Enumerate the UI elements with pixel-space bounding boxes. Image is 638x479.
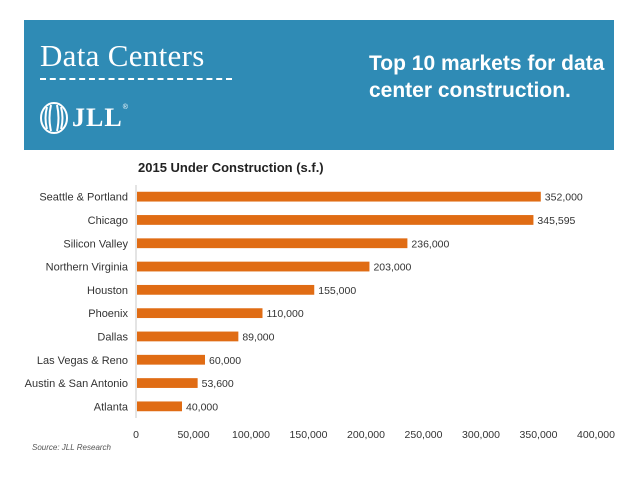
header-banner: Data Centers JLL ® Top 10 markets for da…	[24, 20, 614, 150]
bar	[137, 215, 534, 225]
category-label: Houston	[87, 285, 128, 297]
bar	[137, 284, 315, 295]
bar	[137, 261, 370, 272]
source-note: Source: JLL Research	[32, 443, 112, 452]
data-label: 352,000	[545, 192, 583, 204]
category-label: Northern Virginia	[46, 262, 129, 274]
jll-logo-icon	[40, 102, 68, 134]
bar	[137, 238, 408, 249]
data-label: 53,600	[202, 378, 234, 390]
bar	[137, 191, 541, 202]
jll-logo: JLL ®	[39, 100, 128, 136]
bar	[137, 308, 263, 319]
category-label: Las Vegas & Reno	[37, 355, 128, 367]
x-tick-label: 400,000	[577, 429, 615, 441]
data-label: 236,000	[411, 238, 449, 250]
data-label: 203,000	[373, 262, 411, 274]
title-divider	[40, 78, 232, 80]
chart-title: 2015 Under Construction (s.f.)	[138, 160, 324, 175]
category-label: Atlanta	[94, 401, 129, 413]
x-tick-label: 200,000	[347, 429, 385, 441]
x-tick-label: 350,000	[520, 429, 558, 441]
x-tick-label: 250,000	[405, 429, 443, 441]
bar	[137, 354, 205, 365]
bar	[137, 401, 182, 412]
page-title: Data Centers	[40, 38, 205, 73]
category-label: Austin & San Antonio	[25, 378, 128, 390]
category-label: Seattle & Portland	[39, 192, 128, 204]
logo-text: JLL	[72, 103, 123, 132]
slide-subtitle: Top 10 markets for data center construct…	[369, 52, 605, 102]
data-label: 40,000	[186, 401, 218, 413]
bar	[137, 378, 198, 388]
data-label: 110,000	[267, 308, 304, 320]
data-label: 89,000	[242, 331, 274, 343]
logo-registered-mark: ®	[122, 104, 128, 111]
x-tick-label: 0	[133, 429, 139, 441]
bar	[137, 331, 239, 342]
data-label: 155,000	[318, 285, 356, 297]
data-label: 345,595	[537, 215, 575, 227]
data-label: 60,000	[209, 355, 241, 367]
category-label: Dallas	[97, 331, 128, 343]
x-tick-label: 50,000	[177, 429, 209, 441]
x-tick-label: 100,000	[232, 429, 270, 441]
x-tick-label: 300,000	[462, 429, 500, 441]
category-label: Phoenix	[88, 308, 128, 320]
category-label: Silicon Valley	[63, 238, 128, 250]
category-label: Chicago	[88, 215, 128, 227]
x-tick-label: 150,000	[290, 429, 328, 441]
